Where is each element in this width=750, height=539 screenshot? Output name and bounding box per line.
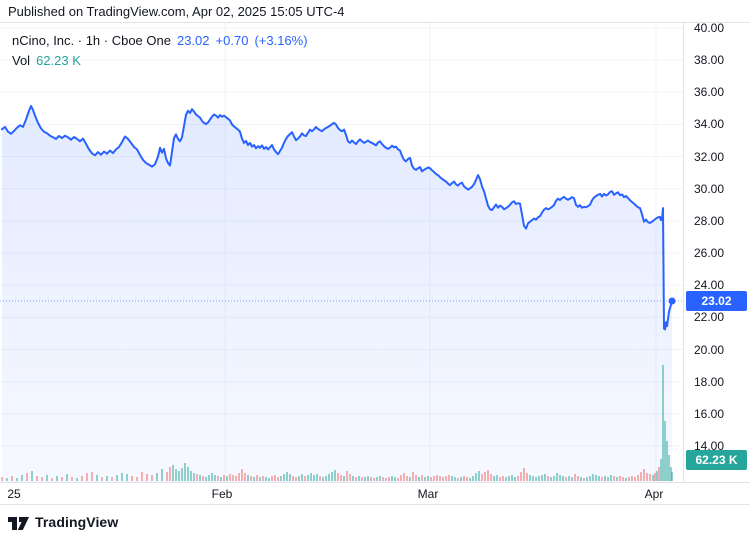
price-tick-label: 14.00: [694, 438, 725, 453]
legend-change-percent: (+3.16%): [254, 33, 308, 48]
price-tick-label: 38.00: [694, 53, 725, 68]
price-tick-label: 18.00: [694, 374, 725, 389]
price-axis[interactable]: 23.02 62.23 K 40.00 38.00 36.00 34.00 32.00 3…: [683, 21, 750, 482]
legend-volume-row: Vol 62.23 K: [12, 51, 308, 71]
last-price-badge: 23.02: [686, 290, 747, 311]
footer: TradingView: [0, 506, 750, 539]
volume-bars: [1, 365, 673, 481]
time-tick-label: 25: [7, 487, 21, 501]
chart-pane[interactable]: nCino, Inc. · 1h · Cboe One 23.02 +0.70 …: [0, 23, 683, 482]
chart-legend: nCino, Inc. · 1h · Cboe One 23.02 +0.70 …: [12, 31, 308, 71]
price-tick-label: 36.00: [694, 85, 725, 100]
price-tick-label: 20.00: [694, 342, 725, 357]
price-tick-label: 26.00: [694, 246, 725, 261]
time-axis[interactable]: 25 Feb Mar Apr: [0, 482, 750, 505]
price-tick-label: 24.00: [694, 278, 725, 293]
published-bar: Published on TradingView.com, Apr 02, 20…: [0, 0, 750, 23]
legend-volume-label: Vol: [12, 53, 31, 68]
published-text: Published on TradingView.com, Apr 02, 20…: [8, 4, 345, 19]
tradingview-logo-icon: [8, 517, 29, 530]
last-price-dot: [668, 297, 676, 305]
time-tick-label: Apr: [644, 487, 664, 501]
price-tick-label: 22.00: [694, 310, 725, 325]
price-line: [1, 105, 673, 331]
time-tick-label: Feb: [211, 487, 233, 501]
volume-badge: 62.23 K: [686, 450, 747, 470]
price-tick-label: 32.00: [694, 149, 725, 164]
price-chart-svg[interactable]: [0, 23, 683, 482]
price-tick-label: 30.00: [694, 181, 725, 196]
price-tick-label: 28.00: [694, 213, 725, 228]
tradingview-brand-text: TradingView: [35, 514, 119, 530]
area-fill: [2, 106, 672, 482]
price-tick-label: 34.00: [694, 117, 725, 132]
legend-change: +0.70: [215, 33, 249, 48]
legend-volume-value: 62.23 K: [36, 53, 81, 68]
legend-symbol: nCino, Inc. · 1h · Cboe One: [12, 33, 171, 48]
tradingview-brand-link[interactable]: TradingView: [8, 514, 118, 530]
legend-symbol-row: nCino, Inc. · 1h · Cboe One 23.02 +0.70 …: [12, 31, 308, 51]
price-tick-label: 40.00: [694, 21, 725, 35]
legend-last-price: 23.02: [176, 33, 210, 48]
time-tick-label: Mar: [417, 487, 439, 501]
price-tick-label: 16.00: [694, 406, 725, 421]
